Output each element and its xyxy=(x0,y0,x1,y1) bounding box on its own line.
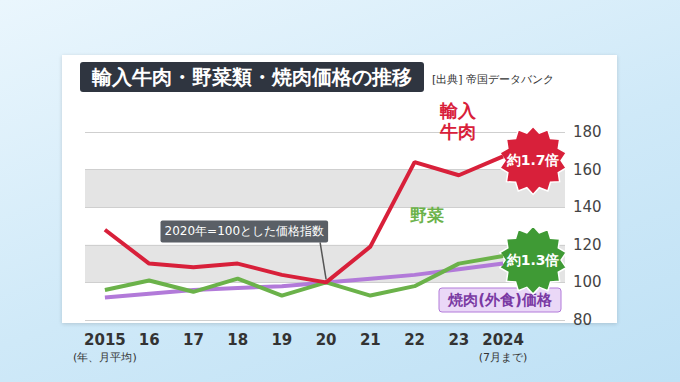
svg-text:(7月まで): (7月まで) xyxy=(479,351,528,364)
svg-text:(年、月平均): (年、月平均) xyxy=(73,351,137,364)
svg-text:18: 18 xyxy=(227,331,248,349)
svg-text:野菜: 野菜 xyxy=(410,205,444,225)
svg-text:輸入牛肉・野菜類・焼肉価格の推移: 輸入牛肉・野菜類・焼肉価格の推移 xyxy=(91,65,412,89)
svg-text:20: 20 xyxy=(316,331,337,349)
svg-text:22: 22 xyxy=(404,331,425,349)
svg-text:16: 16 xyxy=(139,331,160,349)
svg-text:約1.7倍: 約1.7倍 xyxy=(506,152,560,168)
svg-text:17: 17 xyxy=(183,331,204,349)
svg-text:120: 120 xyxy=(573,236,602,254)
svg-text:21: 21 xyxy=(360,331,381,349)
svg-text:約1.3倍: 約1.3倍 xyxy=(506,252,560,268)
svg-text:焼肉(外食)価格: 焼肉(外食)価格 xyxy=(447,291,553,309)
svg-text:180: 180 xyxy=(573,123,602,141)
svg-text:輸入: 輸入 xyxy=(439,100,477,121)
svg-text:2020年=100とした価格指数: 2020年=100とした価格指数 xyxy=(165,224,325,238)
svg-text:2015: 2015 xyxy=(84,331,126,349)
svg-text:140: 140 xyxy=(573,198,602,216)
svg-text:牛肉: 牛肉 xyxy=(439,121,476,142)
svg-text:80: 80 xyxy=(573,311,592,329)
svg-text:[出典] 帝国データバンク: [出典] 帝国データバンク xyxy=(432,73,554,86)
svg-text:100: 100 xyxy=(573,273,602,291)
svg-text:2024: 2024 xyxy=(482,331,524,349)
svg-text:160: 160 xyxy=(573,161,602,179)
svg-text:19: 19 xyxy=(271,331,292,349)
svg-text:23: 23 xyxy=(448,331,469,349)
